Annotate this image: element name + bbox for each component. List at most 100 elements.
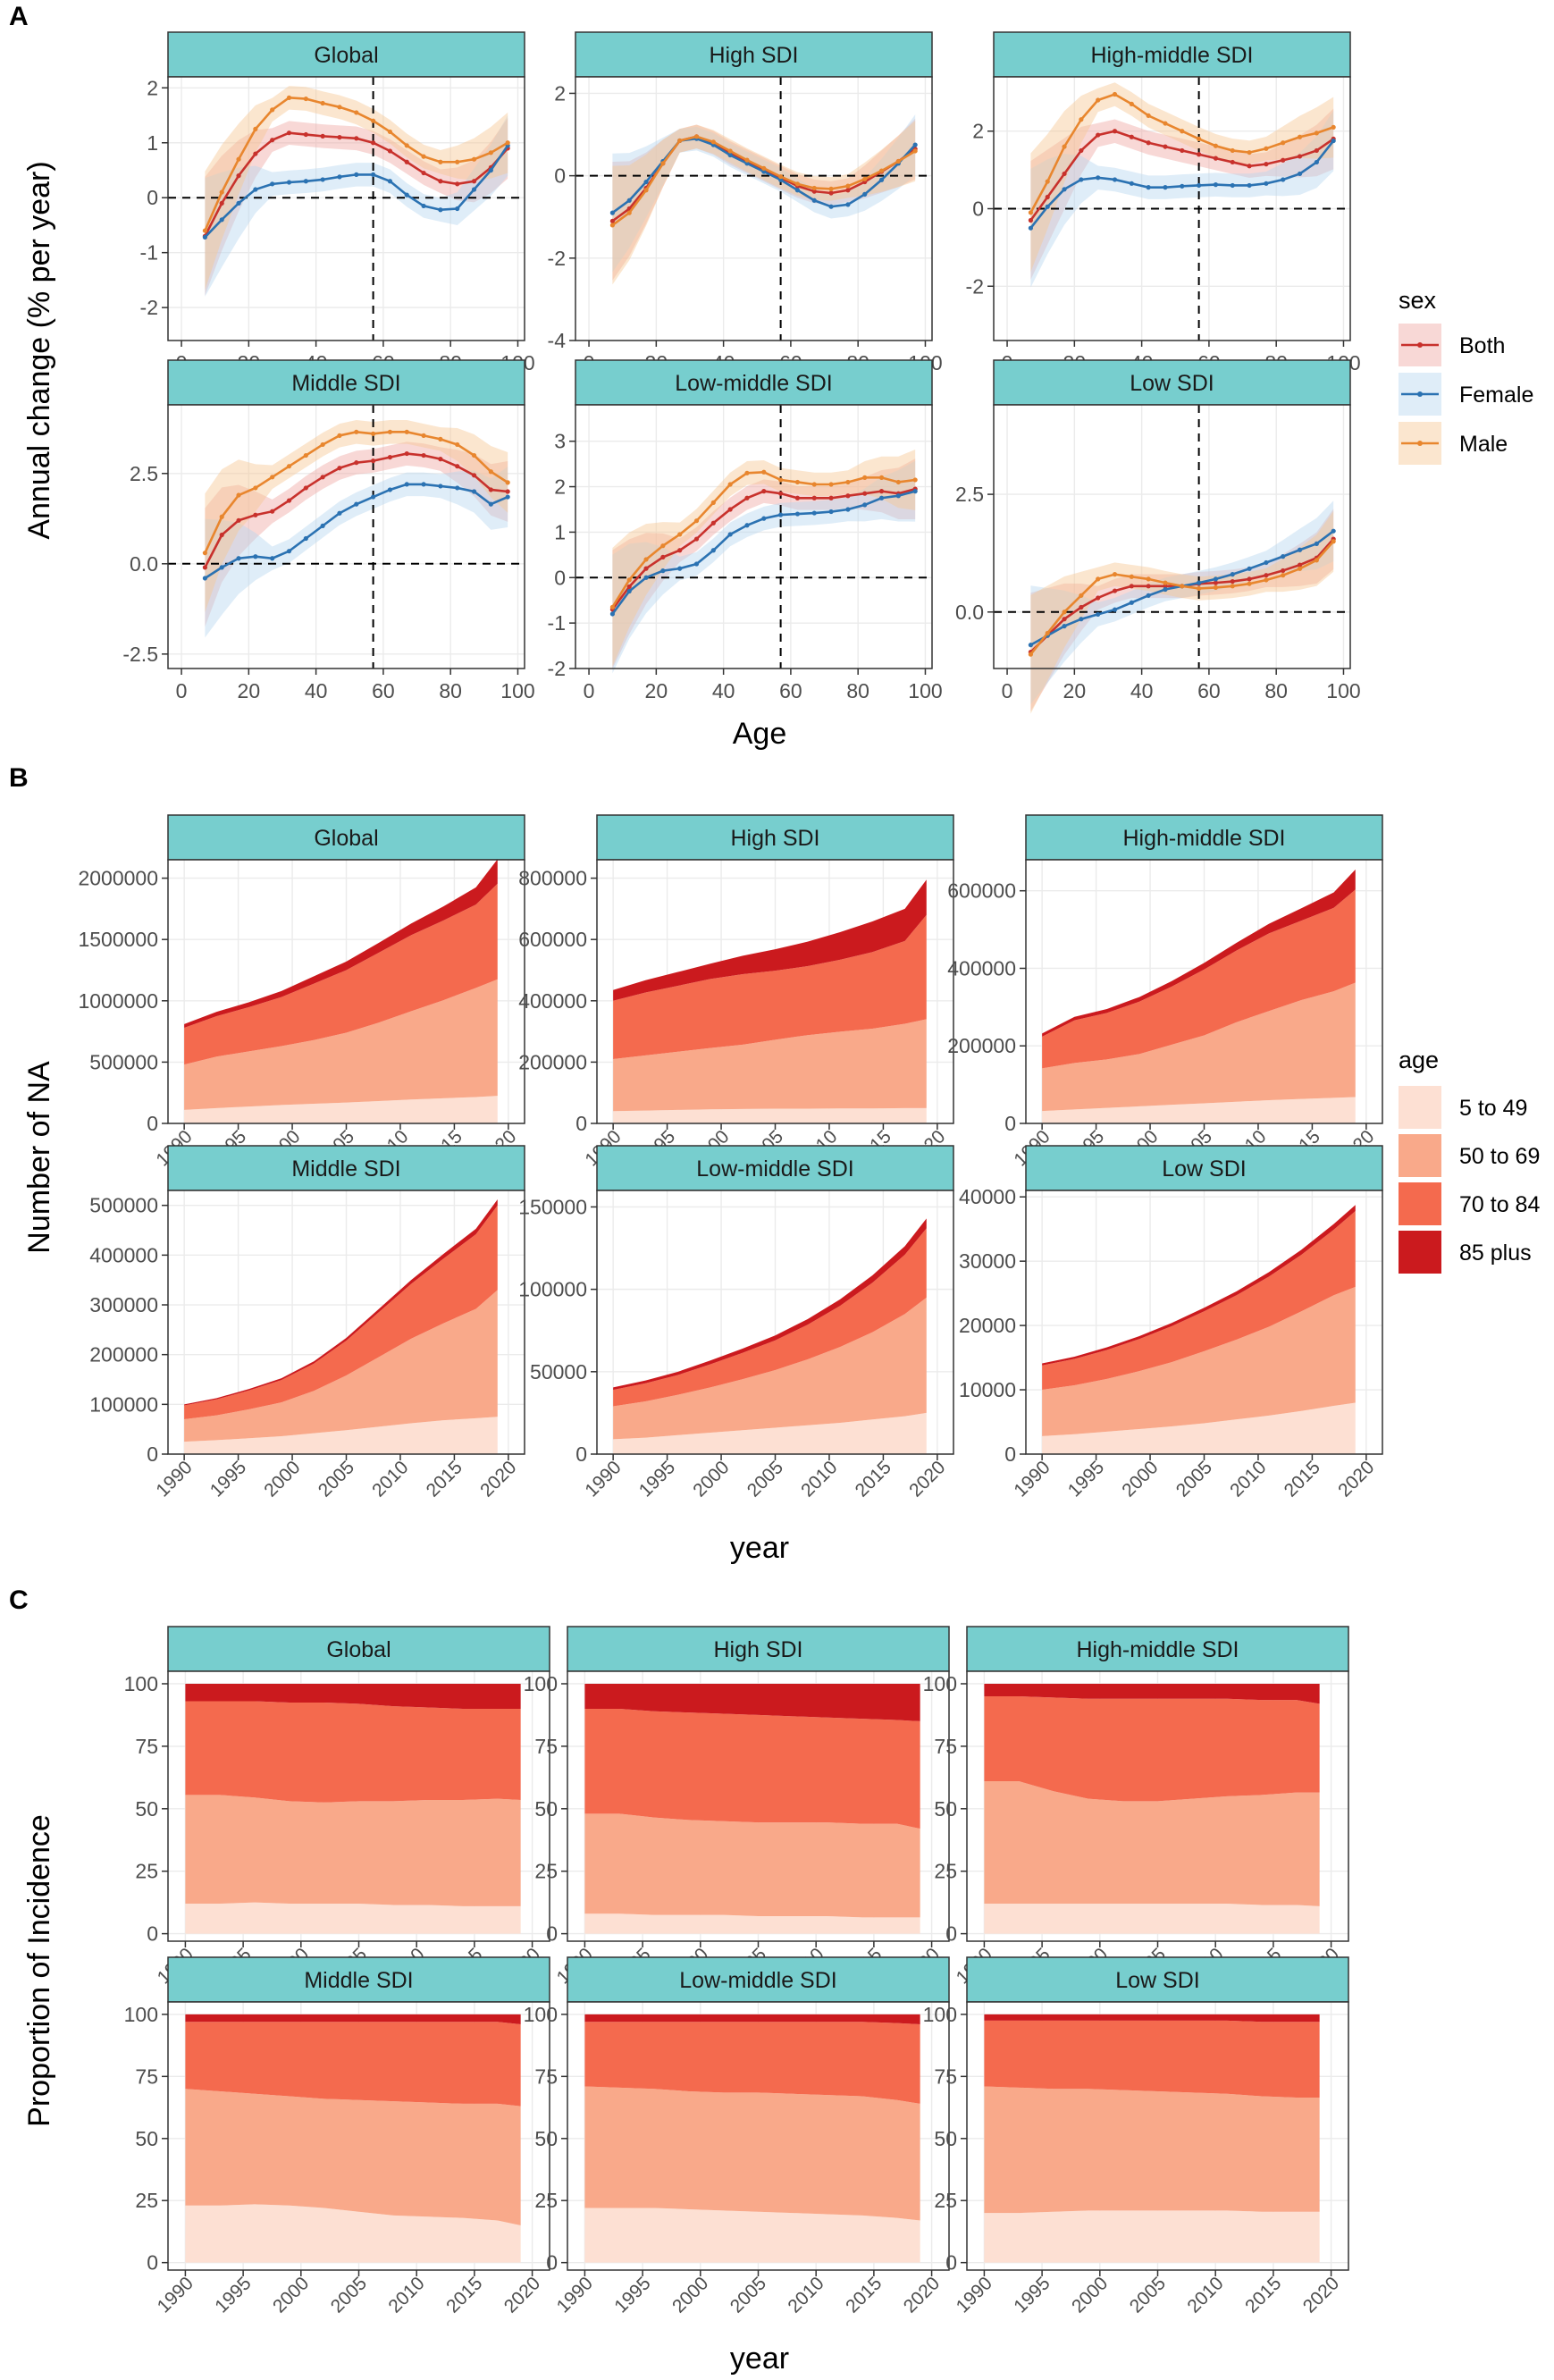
data-point-male xyxy=(455,442,460,448)
data-point-male xyxy=(862,475,868,480)
data-point-female xyxy=(794,511,801,517)
data-point-female xyxy=(693,561,700,567)
data-point-male xyxy=(1045,630,1050,636)
x-axis-title-b: year xyxy=(730,1531,789,1565)
y-tick-label: 75 xyxy=(534,2065,558,2088)
legend-point-female xyxy=(1417,391,1423,397)
data-point-male xyxy=(1062,144,1067,149)
data-point-female xyxy=(1297,171,1303,177)
data-point-both xyxy=(471,473,477,478)
data-point-female xyxy=(1230,182,1235,189)
data-point-female xyxy=(1096,611,1101,618)
area-85-plus xyxy=(1042,869,1356,1037)
data-point-male xyxy=(811,482,817,487)
legend-label-female: Female xyxy=(1459,383,1533,408)
y-tick-label: 0 xyxy=(1004,1442,1016,1466)
data-point-both xyxy=(1112,588,1118,593)
data-point-both xyxy=(828,495,834,500)
y-tick-label: 0 xyxy=(575,1112,587,1135)
y-tick-label: -2.5 xyxy=(122,643,158,666)
ci-band-female xyxy=(612,114,916,273)
data-point-male xyxy=(1045,179,1050,184)
y-tick-label: 400000 xyxy=(518,989,587,1013)
x-tick-label: 0 xyxy=(176,679,188,702)
data-point-female xyxy=(1264,559,1269,566)
data-point-both xyxy=(438,457,443,462)
data-point-both xyxy=(626,584,632,590)
x-tick-label: 1990 xyxy=(553,2273,597,2317)
facet-strip xyxy=(567,1956,950,2003)
y-tick-label: 2 xyxy=(554,81,566,105)
x-tick-label: 2020 xyxy=(905,1457,949,1501)
y-tick-label: -2 xyxy=(966,274,984,298)
data-point-both xyxy=(421,452,426,458)
area-50-to-69 xyxy=(584,1813,920,1918)
x-tick-label: 2005 xyxy=(727,2273,770,2317)
data-point-male xyxy=(202,228,208,233)
data-point-female xyxy=(1163,185,1168,190)
x-tick-label: 1990 xyxy=(953,2273,996,2317)
data-point-male xyxy=(794,181,801,187)
data-point-male xyxy=(811,185,817,191)
data-point-both xyxy=(253,512,258,517)
facet-strip xyxy=(167,31,525,78)
data-point-male xyxy=(1230,584,1235,589)
data-point-female xyxy=(1079,617,1084,622)
area-70-to-84 xyxy=(584,1708,920,1829)
data-point-both xyxy=(1247,164,1252,169)
data-point-female xyxy=(811,198,817,203)
area-50-to-69 xyxy=(184,979,498,1110)
y-tick-label: 1 xyxy=(554,520,566,543)
facet-title: High-middle SDI xyxy=(1122,826,1285,851)
y-tick-label: -1 xyxy=(548,611,566,635)
y-tick-label: 30000 xyxy=(959,1249,1016,1273)
data-point-male xyxy=(710,500,716,505)
data-point-both xyxy=(1297,562,1303,568)
data-point-male xyxy=(845,183,851,189)
x-tick-label: 2020 xyxy=(900,2273,944,2317)
data-point-both xyxy=(354,136,359,141)
data-point-female xyxy=(219,217,224,223)
x-tick-label: 100 xyxy=(1326,679,1360,702)
x-tick-label: 1990 xyxy=(152,1457,196,1501)
data-point-female xyxy=(710,548,716,553)
area-70-to-84 xyxy=(184,1205,498,1420)
panel-c: C Global 0 25 50 75 100 1990 1995 2000 2005 2010 201… xyxy=(9,1585,1349,2376)
plot-background xyxy=(575,77,932,341)
data-point-male xyxy=(471,452,477,458)
data-point-female xyxy=(1146,593,1151,598)
y-tick-label: 50 xyxy=(135,2127,158,2150)
data-point-male xyxy=(1314,130,1319,136)
data-point-male xyxy=(505,480,510,485)
y-tick-label: 1 xyxy=(147,131,158,155)
data-point-female xyxy=(862,502,868,508)
data-point-male xyxy=(1264,146,1269,151)
x-tick-label: 1995 xyxy=(211,2273,255,2317)
panel-letter-b: B xyxy=(9,763,29,793)
x-tick-label: 2000 xyxy=(1068,2273,1112,2317)
data-point-female xyxy=(609,210,616,215)
area-85-plus xyxy=(584,2014,920,2024)
legend-sex: sex Both Female Male xyxy=(1399,287,1533,465)
y-tick-label: 2000000 xyxy=(78,867,158,890)
data-point-male xyxy=(677,138,683,144)
ci-band-male xyxy=(1030,82,1334,273)
data-point-female xyxy=(1079,177,1084,182)
area-50-to-69 xyxy=(185,1795,521,1906)
data-point-female xyxy=(1281,177,1286,182)
x-tick-label: 2015 xyxy=(852,1457,895,1501)
data-point-both xyxy=(1264,573,1269,578)
y-tick-label: 100 xyxy=(524,2003,558,2026)
data-point-female xyxy=(354,172,359,177)
data-point-male xyxy=(1163,121,1168,126)
y-tick-label: 1500000 xyxy=(78,928,158,951)
facet-title: Global xyxy=(326,1637,391,1662)
y-tick-label: 150000 xyxy=(518,1195,587,1218)
facet-strip xyxy=(567,1626,950,1672)
data-point-female xyxy=(1281,554,1286,559)
data-point-male xyxy=(761,469,767,475)
data-point-male xyxy=(1062,610,1067,615)
data-point-both xyxy=(811,495,817,500)
legend-key-70-to-84 xyxy=(1399,1182,1441,1225)
